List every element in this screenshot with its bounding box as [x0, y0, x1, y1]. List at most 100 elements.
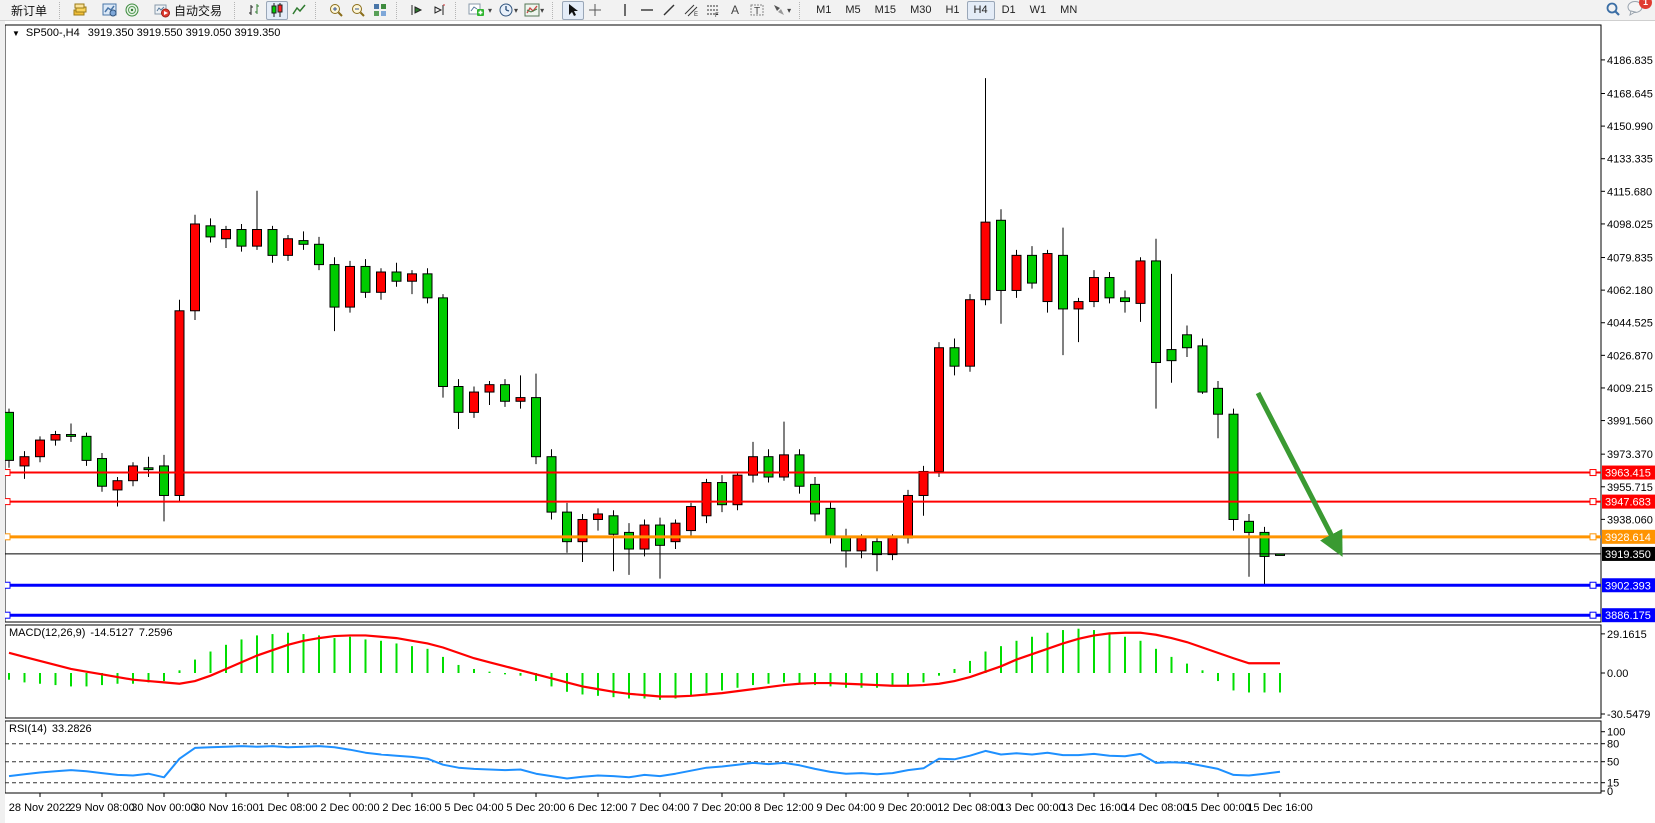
- candle-body: [779, 454, 789, 478]
- price-line-label-box: [1602, 494, 1655, 509]
- candle-body: [934, 347, 944, 472]
- macd-bar: [814, 673, 816, 686]
- time-tick-label: 13 Dec 00:00: [999, 802, 1064, 814]
- candle-body: [35, 439, 45, 458]
- tf-button-H1[interactable]: H1: [938, 1, 966, 20]
- chart-shift-button[interactable]: [428, 1, 450, 20]
- tf-label: D1: [1001, 4, 1016, 16]
- macd-bar: [349, 636, 351, 673]
- text-label-tool-button[interactable]: T: [746, 1, 768, 20]
- vertical-line-tool-button[interactable]: [614, 1, 636, 20]
- time-tick-label: 28 Nov 2022: [9, 802, 71, 814]
- candle-body: [1027, 254, 1037, 284]
- price-scale[interactable]: 4186.835 4168.645 4150.990 4133.335 4115.680…: [1601, 55, 1655, 798]
- macd-bar: [411, 646, 413, 673]
- candle-body: [949, 347, 960, 367]
- macd-bar: [1217, 673, 1219, 682]
- macd-tick-label: 0.00: [1607, 668, 1628, 680]
- candle-body: [1058, 254, 1068, 310]
- periods-button[interactable]: ▾: [495, 1, 521, 20]
- channel-tool-button[interactable]: E: [680, 1, 702, 20]
- hline-handle[interactable]: [1589, 498, 1597, 506]
- macd-bar: [147, 673, 150, 683]
- candle-body: [407, 273, 417, 282]
- tf-button-M30[interactable]: M30: [903, 1, 938, 20]
- time-tick-label: 7 Dec 20:00: [692, 802, 751, 814]
- horizontal-line-tool-button[interactable]: [636, 1, 658, 20]
- trendline-icon: [663, 4, 675, 16]
- time-tick-label: 2 Dec 00:00: [320, 802, 379, 814]
- navigator-button[interactable]: [121, 1, 143, 20]
- tf-button-H4[interactable]: H4: [966, 0, 995, 20]
- auto-scroll-button[interactable]: [406, 1, 428, 20]
- chart-bars-button[interactable]: [244, 1, 266, 20]
- macd-bar: [1046, 632, 1049, 673]
- cursor-tool-button[interactable]: [562, 0, 585, 20]
- time-tick-label: 8 Dec 12:00: [754, 802, 813, 814]
- chart-canvas[interactable]: 4186.835 4168.645 4150.990 4133.335 4115.680…: [0, 21, 1655, 823]
- symbols-button[interactable]: [69, 1, 91, 20]
- autotrading-button[interactable]: 自动交易: [151, 1, 229, 20]
- tf-button-M5[interactable]: M5: [838, 1, 867, 20]
- search-button[interactable]: [1601, 1, 1625, 20]
- hline-handle[interactable]: [1589, 581, 1597, 589]
- macd-bar: [705, 673, 708, 694]
- toolbar-separator: [552, 1, 559, 19]
- new-order-button[interactable]: 新订单: [4, 1, 54, 20]
- chart-candles-button[interactable]: [266, 0, 289, 20]
- chart-window[interactable]: 4186.835 4168.645 4150.990 4133.335 4115.680…: [0, 21, 1655, 823]
- macd-bar: [1279, 673, 1281, 693]
- text-tool-button[interactable]: A: [724, 1, 746, 20]
- chart-menu-triangle-icon[interactable]: ▼: [12, 29, 20, 38]
- price-tick-label: 4062.180: [1607, 285, 1653, 297]
- market-watch-button[interactable]: [99, 1, 121, 20]
- candle-body: [190, 223, 200, 312]
- rsi-panel[interactable]: [4, 720, 1602, 794]
- macd-panel[interactable]: [4, 624, 1602, 719]
- macd-bar: [891, 673, 894, 687]
- price-tick-label: 4079.835: [1607, 253, 1653, 265]
- notifications-button[interactable]: 1: [1625, 0, 1652, 22]
- main-panel[interactable]: [4, 24, 1602, 623]
- tf-button-D1[interactable]: D1: [995, 1, 1023, 20]
- zoom-in-button[interactable]: [325, 1, 347, 20]
- sell-signal-arrow[interactable]: [1255, 391, 1343, 557]
- fibonacci-tool-button[interactable]: F: [702, 1, 724, 20]
- hline-handle[interactable]: [1589, 469, 1597, 477]
- hline-handle[interactable]: [1589, 533, 1597, 541]
- toolbar-separator: [455, 1, 462, 19]
- line-chart-icon: [292, 4, 306, 15]
- macd-bar: [116, 673, 119, 684]
- macd-bar: [1124, 636, 1126, 673]
- macd-bar: [1077, 628, 1080, 673]
- macd-bar: [1093, 630, 1095, 673]
- price-tick-label: 4009.215: [1607, 383, 1653, 395]
- candle-body: [515, 397, 526, 402]
- indicators-button[interactable]: ▾: [465, 1, 495, 20]
- time-tick-label: 14 Dec 08:00: [1123, 802, 1188, 814]
- tf-button-M15[interactable]: M15: [868, 1, 903, 20]
- macd-bar: [1232, 673, 1235, 691]
- macd-bar: [829, 673, 832, 687]
- hline-handle[interactable]: [1589, 611, 1597, 619]
- price-tick-label: 4115.680: [1607, 186, 1652, 198]
- tf-button-MN[interactable]: MN: [1053, 1, 1084, 20]
- window-left-margin: [0, 21, 5, 823]
- zoom-out-button[interactable]: [347, 1, 369, 20]
- tf-button-W1[interactable]: W1: [1023, 1, 1054, 20]
- tile-windows-button[interactable]: [369, 1, 391, 20]
- arrows-tool-button[interactable]: ▾: [768, 1, 794, 20]
- svg-text:T: T: [754, 6, 760, 17]
- macd-signal-value: 7.2596: [138, 627, 173, 639]
- trendline-tool-button[interactable]: [658, 1, 680, 20]
- chart-line-button[interactable]: [288, 1, 310, 20]
- macd-indicator-label: MACD(12,26,9) -14.5127 7.2596: [9, 627, 178, 639]
- templates-button[interactable]: ▾: [521, 1, 547, 20]
- search-icon: [1606, 2, 1620, 16]
- crosshair-tool-button[interactable]: [584, 1, 606, 20]
- time-tick-label: 30 Nov 16:00: [193, 802, 258, 814]
- macd-bar: [287, 632, 289, 673]
- tile-windows-icon: [374, 4, 387, 16]
- tf-button-M1[interactable]: M1: [809, 1, 838, 20]
